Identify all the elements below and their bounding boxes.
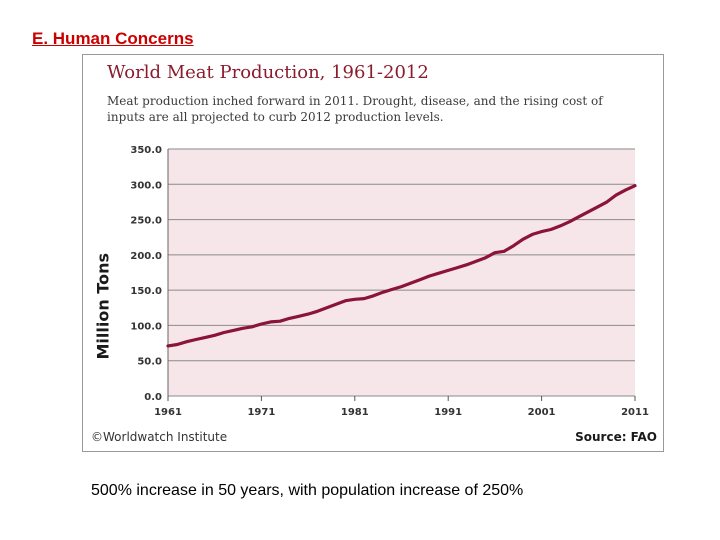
data-point (316, 310, 319, 313)
data-point (288, 317, 291, 320)
data-point (465, 263, 469, 267)
data-point (409, 281, 413, 285)
y-tick-label: 150.0 (130, 286, 162, 297)
plot-background (168, 149, 635, 396)
data-point (587, 210, 590, 214)
chart-title: World Meat Production, 1961-2012 (107, 62, 429, 83)
data-point (540, 230, 543, 233)
y-tick-label: 250.0 (130, 216, 162, 227)
data-point (362, 297, 366, 300)
data-point (232, 329, 235, 332)
data-point (484, 256, 487, 259)
data-point (558, 224, 562, 228)
data-point (185, 340, 188, 343)
plot-area: 0.0 50.0 100.0 150.0 200.0 250.0 300.0 350.0 196… (130, 145, 649, 418)
data-point (297, 314, 301, 318)
y-tick-label: 300.0 (130, 180, 162, 191)
x-tick-label: 1971 (247, 407, 275, 418)
data-point (474, 259, 478, 263)
chart-subtitle: Meat production inched forward in 2011. … (107, 94, 603, 124)
data-point (493, 251, 497, 255)
data-point (194, 338, 198, 341)
x-tick-label: 1991 (434, 407, 462, 418)
y-tick-label: 100.0 (130, 321, 162, 332)
data-point (344, 299, 347, 303)
data-point (241, 326, 245, 330)
data-point (381, 290, 385, 294)
data-point (353, 298, 357, 301)
data-point (549, 228, 553, 231)
data-point (521, 238, 525, 241)
data-point (596, 205, 599, 209)
data-point (372, 294, 375, 298)
data-point (269, 320, 273, 324)
y-tick-label: 50.0 (137, 357, 162, 368)
x-tick-label: 2011 (621, 407, 649, 418)
data-point (166, 344, 170, 348)
data-point (176, 343, 179, 346)
data-point (428, 274, 431, 278)
data-point (222, 331, 226, 334)
data-point (400, 285, 403, 288)
credit-left: ©Worldwatch Institute (91, 430, 228, 444)
source-credit: Source: FAO (575, 430, 657, 444)
data-point (260, 322, 263, 326)
data-point (213, 334, 216, 337)
y-tick-label: 200.0 (130, 251, 162, 262)
data-point (334, 302, 338, 306)
data-point (530, 233, 534, 236)
data-point (605, 200, 609, 204)
data-point (512, 244, 515, 247)
data-point (204, 336, 207, 339)
data-point (446, 269, 450, 272)
x-tick-label: 2001 (528, 407, 556, 418)
x-tick-label: 1981 (341, 407, 369, 418)
data-point (250, 325, 254, 329)
data-point (633, 184, 637, 187)
slide-caption: 500% increase in 50 years, with populati… (91, 482, 524, 499)
data-point (278, 319, 282, 323)
y-tick-label: 0.0 (144, 392, 162, 403)
data-point (615, 193, 618, 197)
x-tick-label: 1961 (154, 407, 182, 418)
data-point (437, 271, 441, 275)
data-point (502, 250, 506, 253)
data-point (456, 266, 459, 269)
data-point (306, 312, 310, 316)
slide-title: E. Human Concerns (32, 29, 194, 48)
data-point (390, 288, 394, 291)
data-point (624, 188, 627, 192)
data-point (577, 215, 581, 219)
data-point (325, 306, 329, 310)
data-point (418, 278, 422, 281)
y-tick-label: 350.0 (130, 145, 162, 156)
chart-figure: World Meat Production, 1961-2012 Meat pr… (82, 54, 664, 452)
data-point (568, 220, 571, 223)
